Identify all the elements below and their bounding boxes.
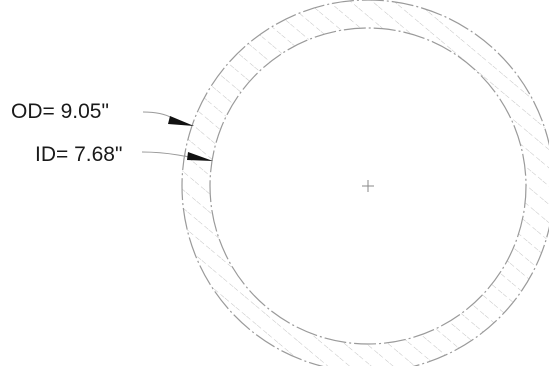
id-dimension-label: ID= 7.68"	[35, 143, 123, 166]
center-mark	[362, 180, 374, 192]
od-dimension-label: OD= 9.05"	[11, 100, 109, 123]
inner-wall-circle	[209, 27, 527, 345]
id-arrowhead	[187, 152, 213, 161]
outer-wall-circle	[181, 0, 549, 366]
od-leader	[142, 111, 194, 126]
id-leader	[141, 151, 213, 161]
od-arrowhead	[168, 116, 194, 126]
